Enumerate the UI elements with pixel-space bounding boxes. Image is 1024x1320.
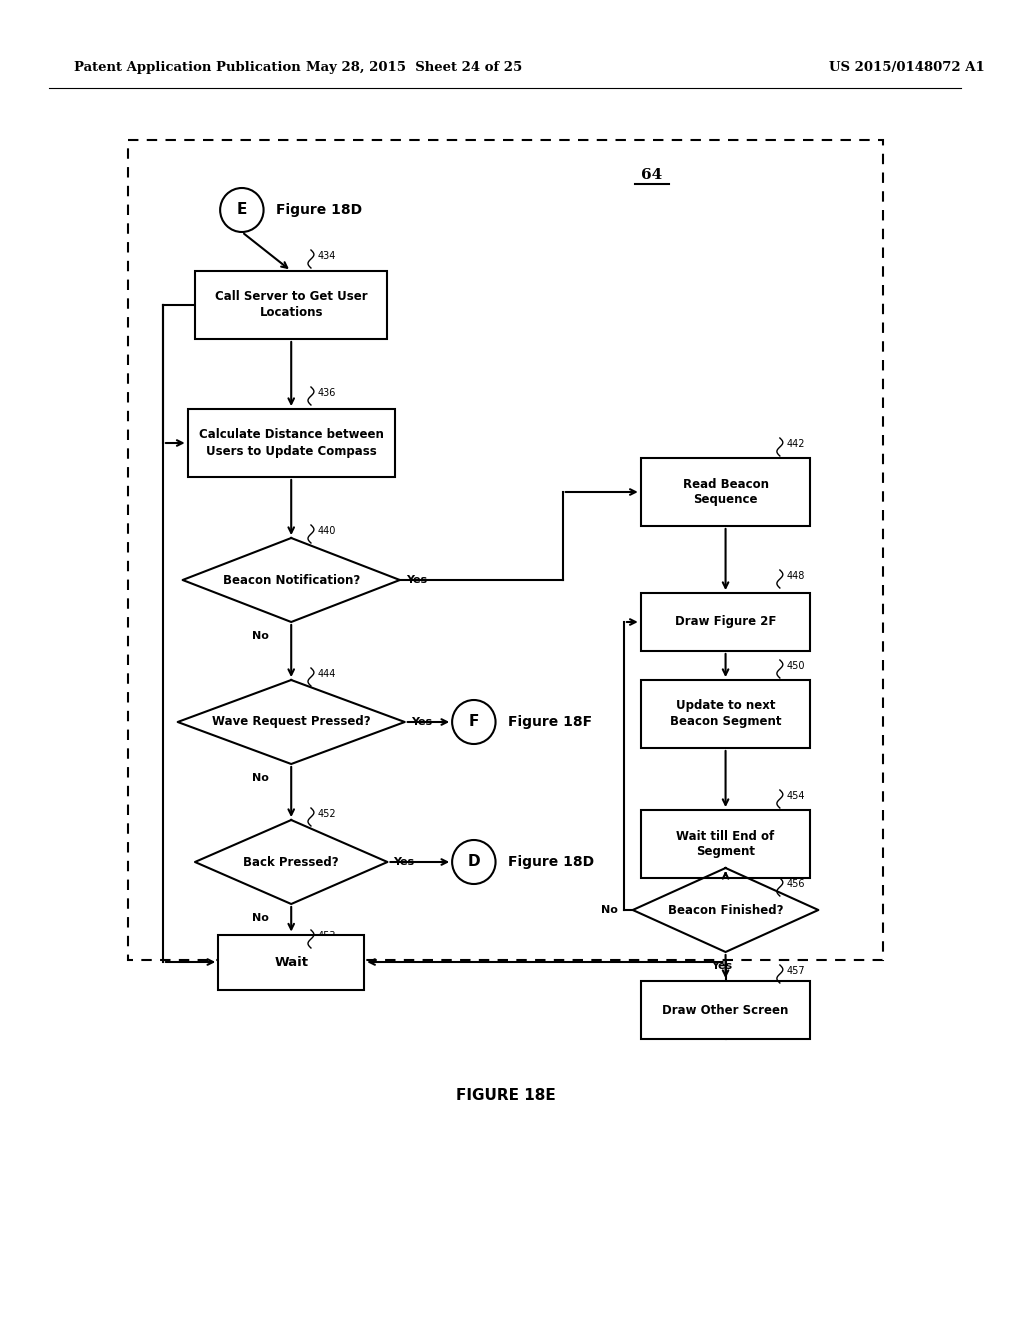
Text: Draw Other Screen: Draw Other Screen <box>663 1003 788 1016</box>
Bar <box>195 271 387 339</box>
Text: D: D <box>468 854 480 870</box>
Text: Figure 18F: Figure 18F <box>508 715 593 729</box>
Polygon shape <box>633 869 818 952</box>
Text: No: No <box>252 774 268 783</box>
Text: 448: 448 <box>786 572 805 581</box>
Text: 442: 442 <box>786 440 805 449</box>
Bar <box>187 409 395 477</box>
Text: F: F <box>469 714 479 730</box>
Text: Update to next
Beacon Segment: Update to next Beacon Segment <box>670 700 781 729</box>
Bar <box>641 810 810 878</box>
Text: Yes: Yes <box>411 717 432 727</box>
Text: Yes: Yes <box>711 961 732 972</box>
Text: 450: 450 <box>786 661 805 671</box>
Text: Figure 18D: Figure 18D <box>508 855 595 869</box>
Text: Read Beacon
Sequence: Read Beacon Sequence <box>683 478 769 507</box>
Polygon shape <box>178 680 404 764</box>
Text: Wait till End of
Segment: Wait till End of Segment <box>677 829 775 858</box>
Text: Back Pressed?: Back Pressed? <box>244 855 339 869</box>
Text: No: No <box>601 906 618 915</box>
Text: 456: 456 <box>786 879 805 888</box>
Circle shape <box>220 187 263 232</box>
Bar <box>641 981 810 1039</box>
Text: E: E <box>237 202 247 218</box>
Text: Yes: Yes <box>406 576 427 585</box>
Text: Wave Request Pressed?: Wave Request Pressed? <box>212 715 371 729</box>
Text: No: No <box>252 631 268 642</box>
Text: Call Server to Get User
Locations: Call Server to Get User Locations <box>215 290 368 319</box>
Bar <box>641 593 810 651</box>
Bar <box>218 935 365 990</box>
Text: 444: 444 <box>317 669 336 678</box>
Text: FIGURE 18E: FIGURE 18E <box>456 1088 555 1102</box>
Circle shape <box>453 700 496 744</box>
Text: Figure 18D: Figure 18D <box>276 203 362 216</box>
Text: 457: 457 <box>786 966 806 975</box>
Text: May 28, 2015  Sheet 24 of 25: May 28, 2015 Sheet 24 of 25 <box>306 62 522 74</box>
Text: 436: 436 <box>317 388 336 399</box>
Text: Yes: Yes <box>393 857 415 867</box>
Text: 454: 454 <box>786 791 805 801</box>
Text: Calculate Distance between
Users to Update Compass: Calculate Distance between Users to Upda… <box>199 429 384 458</box>
Text: US 2015/0148072 A1: US 2015/0148072 A1 <box>829 62 985 74</box>
Text: Beacon Finished?: Beacon Finished? <box>668 903 783 916</box>
Text: No: No <box>252 913 268 923</box>
Bar <box>641 458 810 525</box>
Text: Patent Application Publication: Patent Application Publication <box>74 62 301 74</box>
Bar <box>128 140 883 960</box>
Text: 64: 64 <box>641 168 663 182</box>
Text: Wait: Wait <box>274 956 308 969</box>
Text: Beacon Notification?: Beacon Notification? <box>222 573 359 586</box>
Polygon shape <box>182 539 399 622</box>
Text: 453: 453 <box>317 931 336 941</box>
Text: Draw Figure 2F: Draw Figure 2F <box>675 615 776 628</box>
Text: 440: 440 <box>317 525 336 536</box>
Text: 434: 434 <box>317 251 336 261</box>
Polygon shape <box>195 820 387 904</box>
Bar <box>641 680 810 748</box>
Circle shape <box>453 840 496 884</box>
Text: 452: 452 <box>317 809 337 818</box>
